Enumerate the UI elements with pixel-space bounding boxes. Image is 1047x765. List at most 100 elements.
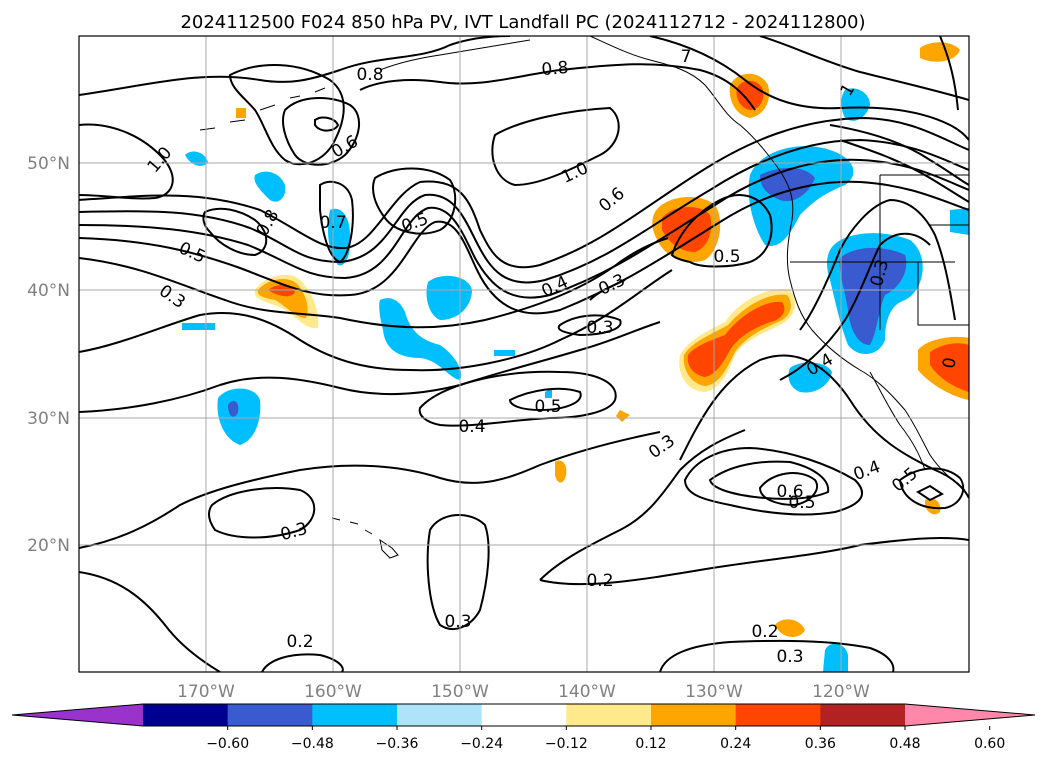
- strong-positive-anomaly-patch: [687, 301, 785, 377]
- colorbar-tick-labels: −0.60 −0.48 −0.36 −0.24 −0.12 0.12 0.24 0.36 0.4…: [206, 726, 1005, 752]
- negative-anomaly-patch: [254, 171, 286, 202]
- pv-contour-layer: [79, 36, 969, 672]
- negative-anomaly-patch: [379, 298, 462, 380]
- pv-contour-line: [79, 431, 661, 549]
- pv-contour-line: [670, 194, 773, 268]
- pv-contour-line: [508, 387, 582, 412]
- pv-contour-line: [79, 180, 969, 315]
- colorbar-tick-label: −0.12: [545, 736, 588, 752]
- contour-label: 7: [681, 47, 692, 67]
- pv-contour-line: [779, 232, 931, 381]
- alaska-peninsula-coastline: [379, 39, 531, 71]
- pv-contour-line: [839, 139, 969, 203]
- pv-contour-line: [491, 106, 620, 187]
- colorbar-outline: [11, 703, 1036, 727]
- contour-label: 0.5: [788, 493, 815, 513]
- pv-contour-line: [79, 123, 174, 200]
- negative-anomaly-patch: [494, 350, 515, 356]
- pv-contour-line: [683, 446, 863, 516]
- negative-anomaly-patch: [182, 323, 215, 330]
- contour-label: 0.6: [776, 482, 803, 502]
- pv-contour-line: [539, 536, 969, 586]
- colorbar-tick-label: 0.12: [635, 736, 666, 752]
- hawaii-islands-coastline: [331, 517, 399, 559]
- colorbar-tick-label: −0.24: [460, 736, 503, 752]
- graticule: [79, 36, 969, 672]
- pv-contour-line: [79, 321, 661, 413]
- colorbar-bin: [143, 704, 229, 726]
- colorbar-bin: [227, 704, 313, 726]
- lon-tick-label: 140°W: [558, 682, 616, 702]
- positive-anomaly-patch: [616, 410, 630, 422]
- pv-contour-line: [708, 460, 830, 500]
- pv-contour-line: [799, 198, 956, 331]
- baja-california-coastline: [869, 371, 926, 471]
- pv-contour-line: [79, 571, 221, 672]
- colorbar-tick-label: 0.24: [720, 736, 751, 752]
- coastline-layer: [199, 36, 969, 559]
- colorbar-bin: [651, 704, 737, 726]
- lon-tick-label: 150°W: [431, 682, 489, 702]
- strong-positive-anomaly-patch: [930, 343, 969, 392]
- colorbar-max-extension: [905, 704, 1035, 726]
- pv-contour-line: [282, 97, 361, 166]
- strong-negative-anomaly-patch: [228, 400, 239, 417]
- negative-anomaly-patch: [426, 275, 472, 320]
- lon-tick-label: 130°W: [685, 682, 743, 702]
- contour-label: 0.4: [458, 417, 485, 437]
- pv-contour-line: [898, 467, 965, 510]
- contour-label: 0.2: [751, 622, 778, 642]
- negative-anomaly-patch: [217, 388, 261, 445]
- strong-negative-anomaly-patch: [839, 247, 907, 345]
- pv-contour-line: [829, 124, 969, 186]
- pv-contour-line: [319, 180, 354, 264]
- pv-contour-line: [202, 207, 268, 257]
- lat-tick-label: 50°N: [27, 154, 70, 174]
- pv-contour-line: [207, 487, 316, 539]
- negative-anomaly-patch: [950, 208, 969, 235]
- pv-contour-line: [372, 167, 457, 235]
- colorbar-tick-label: −0.36: [376, 736, 419, 752]
- pv-contour-line: [659, 639, 895, 672]
- lon-tick-label: 170°W: [177, 682, 235, 702]
- contour-label: 0.8: [541, 58, 570, 80]
- positive-anomaly-patch: [236, 108, 246, 118]
- pv-contour-line: [261, 653, 344, 672]
- contour-label: 0.3: [444, 612, 471, 632]
- contour-label: 0.7: [319, 213, 346, 233]
- pv-contour-line: [79, 116, 969, 269]
- pv-contour-line: [758, 472, 818, 507]
- state-border: [790, 174, 969, 330]
- contour-label: 0.2: [286, 632, 313, 652]
- north-america-coastline: [589, 36, 966, 491]
- pv-contour-line: [79, 36, 511, 96]
- lon-tick-label: 160°W: [304, 682, 362, 702]
- positive-anomaly-patch: [920, 42, 960, 62]
- colorbar-bin: [735, 704, 821, 726]
- pv-contour-line: [679, 354, 969, 499]
- pv-contour-line: [418, 370, 617, 427]
- lat-tick-label: 40°N: [27, 281, 70, 301]
- negative-anomaly-patch: [327, 208, 351, 266]
- contour-label: 0.8: [356, 65, 383, 85]
- pv-contour-line: [649, 36, 969, 141]
- negative-anomaly-patch: [185, 151, 208, 166]
- longitude-tick-labels: 170°W 160°W 150°W 140°W 130°W 120°W: [177, 682, 870, 702]
- colorbar-tick-label: 0.60: [974, 736, 1005, 752]
- pv-contour-line: [314, 116, 340, 132]
- map-area: 0.8 0.80.61.00.8 0.7 0.50.50.3 0.4 0.30.61.00…: [79, 36, 969, 672]
- contour-label: 0: [939, 356, 961, 370]
- contour-label: 0.5: [534, 397, 561, 417]
- lon-tick-label: 120°W: [812, 682, 870, 702]
- negative-anomaly-patch: [823, 643, 848, 672]
- positive-anomaly-patch: [555, 460, 567, 483]
- colorbar-bin: [312, 704, 398, 726]
- lat-tick-label: 20°N: [27, 536, 70, 556]
- colorbar-tick-label: 0.48: [889, 736, 920, 752]
- lat-tick-label: 30°N: [27, 409, 70, 429]
- pv-contour-line: [79, 269, 673, 372]
- contour-label: 0.2: [586, 571, 613, 591]
- pv-contour-line: [79, 158, 969, 299]
- positive-anomaly-patch: [775, 619, 805, 637]
